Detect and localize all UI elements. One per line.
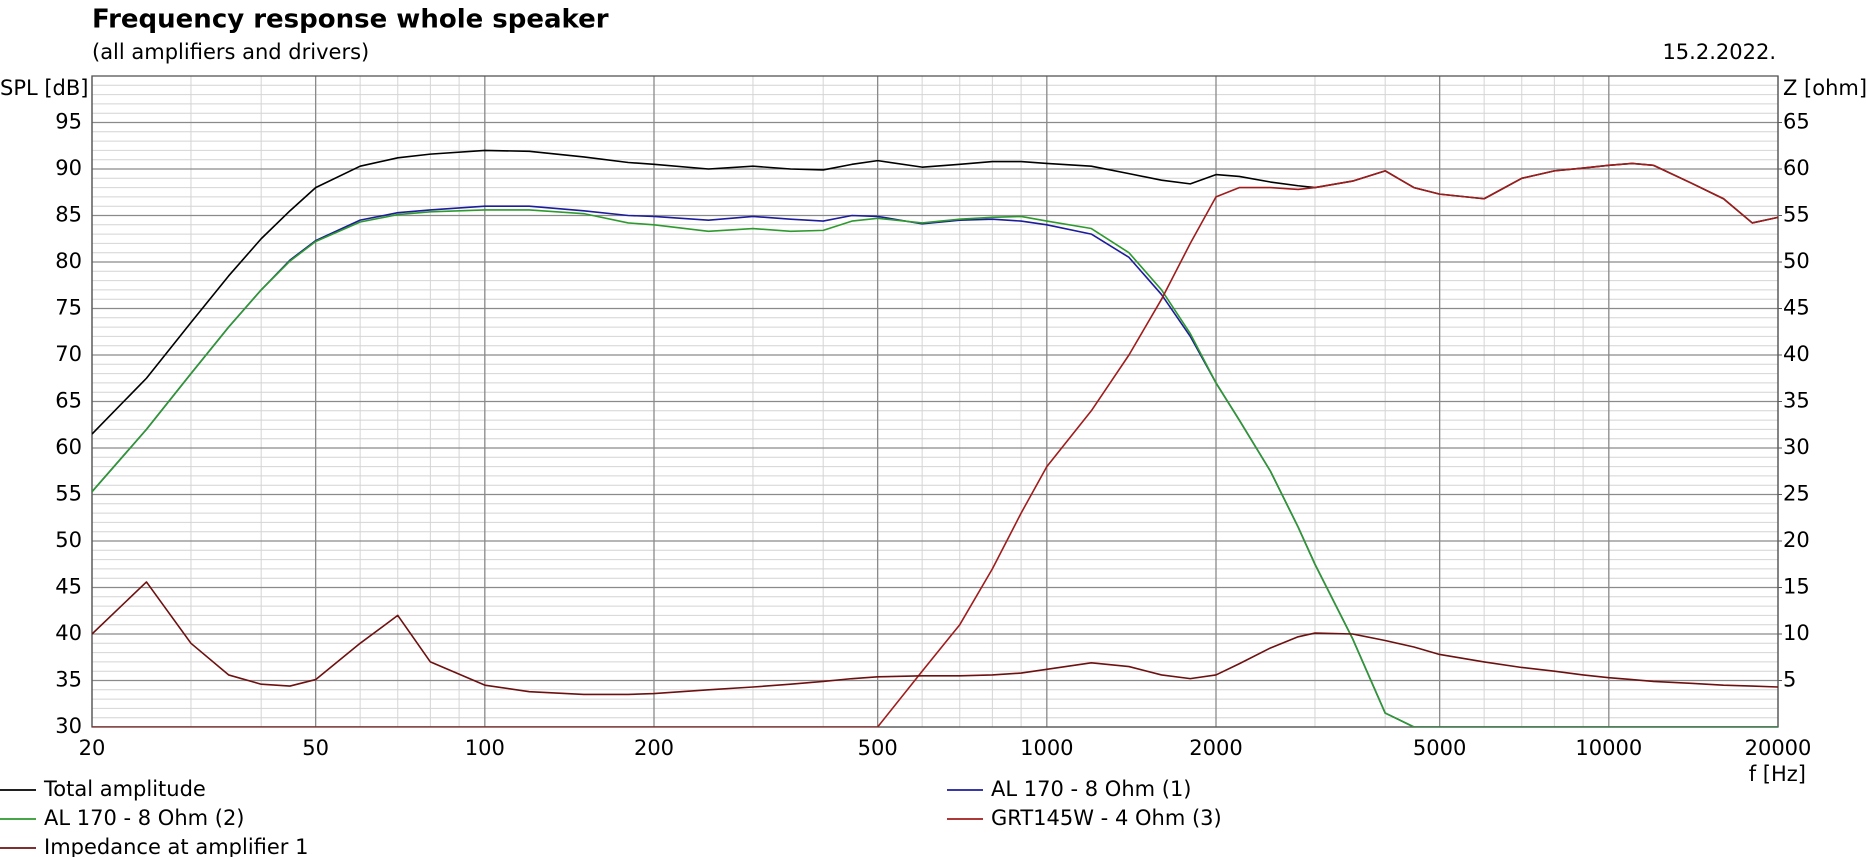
y2-tick-label: 45 — [1783, 296, 1810, 320]
chart-title: Frequency response whole speaker — [92, 5, 609, 35]
x-tick-label: 20 — [79, 736, 106, 760]
y2-tick-label: 5 — [1783, 668, 1796, 692]
grid — [91, 75, 1782, 728]
y2-tick-label: 35 — [1783, 389, 1810, 413]
legend-label: Impedance at amplifier 1 — [44, 835, 308, 857]
y-tick-label: 95 — [55, 110, 82, 134]
x-tick-label: 200 — [634, 736, 674, 760]
y-tick-label: 70 — [55, 342, 82, 366]
x-tick-label: 10000 — [1575, 736, 1642, 760]
plot-frame — [91, 75, 1779, 728]
labels: 30 35 40 45 50 55 60 65 70 75 80 85 90 95 5 10 15 20 25 30 3… — [55, 110, 1811, 761]
y-tick-label: 45 — [55, 575, 82, 599]
y-tick-label: 80 — [55, 249, 82, 273]
y-tick-label: 35 — [55, 668, 82, 692]
plot-lines — [92, 149, 1778, 727]
y2-axis-label: Z [ohm] — [1783, 76, 1866, 100]
legend-label: Total amplitude — [43, 777, 206, 801]
series-line — [92, 581, 1778, 696]
y2-tick-label: 60 — [1783, 156, 1810, 180]
y-axis-label: SPL [dB] — [0, 76, 89, 100]
y2-tick-label: 15 — [1783, 575, 1810, 599]
legend-label: AL 170 - 8 Ohm (2) — [44, 806, 245, 830]
y-tick-label: 30 — [55, 714, 82, 738]
y2-tick-label: 55 — [1783, 203, 1810, 227]
x-tick-label: 50 — [302, 736, 329, 760]
x-tick-label: 500 — [858, 736, 898, 760]
chart-subtitle: (all amplifiers and drivers) — [92, 40, 369, 64]
y2-tick-label: 30 — [1783, 435, 1810, 459]
y2-tick-label: 25 — [1783, 482, 1810, 506]
y2-tick-label: 10 — [1783, 621, 1810, 645]
y2-tick-label: 50 — [1783, 249, 1810, 273]
x-tick-label: 2000 — [1189, 736, 1242, 760]
y-tick-label: 75 — [55, 296, 82, 320]
x-tick-label: 5000 — [1413, 736, 1466, 760]
x-tick-label: 100 — [465, 736, 505, 760]
legend-label: AL 170 - 8 Ohm (1) — [991, 777, 1192, 801]
x-axis-label: f [Hz] — [1749, 762, 1806, 786]
y-tick-label: 55 — [55, 482, 82, 506]
y2-tick-label: 40 — [1783, 342, 1810, 366]
series-line — [92, 205, 1778, 727]
y-tick-label: 40 — [55, 621, 82, 645]
y-tick-label: 60 — [55, 435, 82, 459]
y2-tick-label: 65 — [1783, 110, 1810, 134]
y-tick-label: 65 — [55, 389, 82, 413]
y2-tick-label: 20 — [1783, 528, 1810, 552]
y-tick-label: 85 — [55, 203, 82, 227]
x-tick-label: 20000 — [1745, 736, 1812, 760]
x-tick-label: 1000 — [1020, 736, 1073, 760]
y-tick-label: 90 — [55, 156, 82, 180]
y-tick-label: 50 — [55, 528, 82, 552]
series-line — [92, 209, 1778, 727]
legend-label: GRT145W - 4 Ohm (3) — [991, 806, 1222, 830]
series-line — [92, 162, 1778, 727]
chart-date: 15.2.2022. — [1662, 40, 1776, 64]
legend: Total amplitude AL 170 - 8 Ohm (1) AL 170 … — [0, 777, 1222, 857]
